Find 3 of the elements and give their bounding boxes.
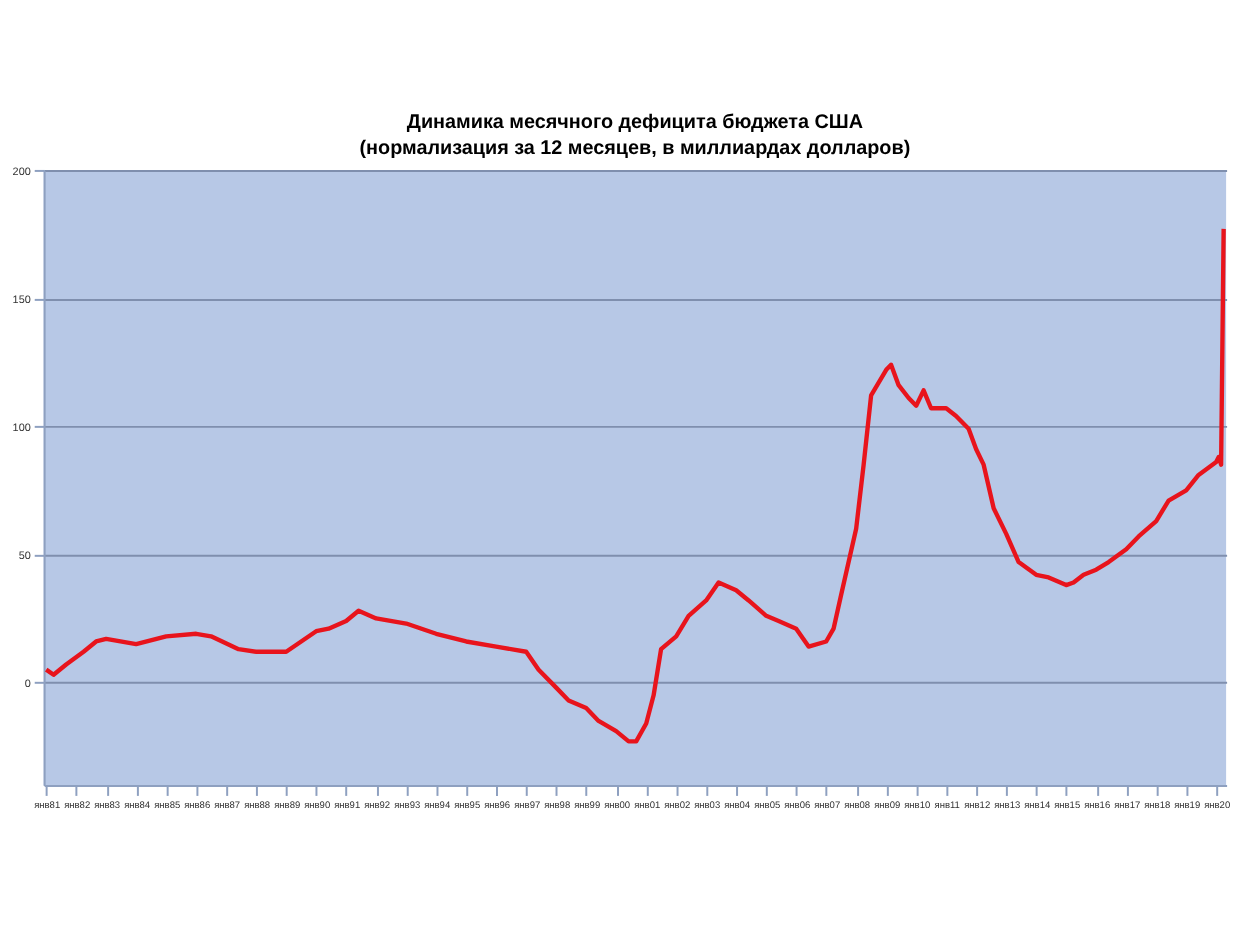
chart-subtitle: (нормализация за 12 месяцев, в миллиардах долларов)	[359, 138, 911, 161]
chart-title: Динамика месячного дефицита бюджета США	[406, 112, 863, 135]
line-series	[44, 226, 1226, 744]
